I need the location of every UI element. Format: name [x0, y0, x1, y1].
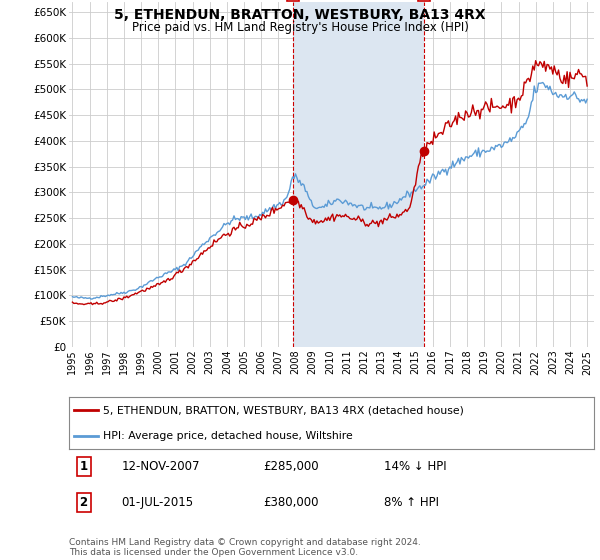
Text: HPI: Average price, detached house, Wiltshire: HPI: Average price, detached house, Wilt… — [103, 431, 353, 441]
Text: 1: 1 — [79, 460, 88, 473]
Text: Contains HM Land Registry data © Crown copyright and database right 2024.
This d: Contains HM Land Registry data © Crown c… — [69, 538, 421, 557]
Text: Price paid vs. HM Land Registry's House Price Index (HPI): Price paid vs. HM Land Registry's House … — [131, 21, 469, 34]
Text: 01-JUL-2015: 01-JUL-2015 — [121, 496, 194, 509]
Text: 5, ETHENDUN, BRATTON, WESTBURY, BA13 4RX: 5, ETHENDUN, BRATTON, WESTBURY, BA13 4RX — [114, 8, 486, 22]
Text: 5, ETHENDUN, BRATTON, WESTBURY, BA13 4RX (detached house): 5, ETHENDUN, BRATTON, WESTBURY, BA13 4RX… — [103, 405, 464, 415]
Text: 2: 2 — [79, 496, 88, 509]
Text: £380,000: £380,000 — [263, 496, 319, 509]
Text: £285,000: £285,000 — [263, 460, 319, 473]
Bar — [293, 2, 424, 347]
Text: 8% ↑ HPI: 8% ↑ HPI — [384, 496, 439, 509]
Text: 14% ↓ HPI: 14% ↓ HPI — [384, 460, 446, 473]
Text: 12-NOV-2007: 12-NOV-2007 — [121, 460, 200, 473]
